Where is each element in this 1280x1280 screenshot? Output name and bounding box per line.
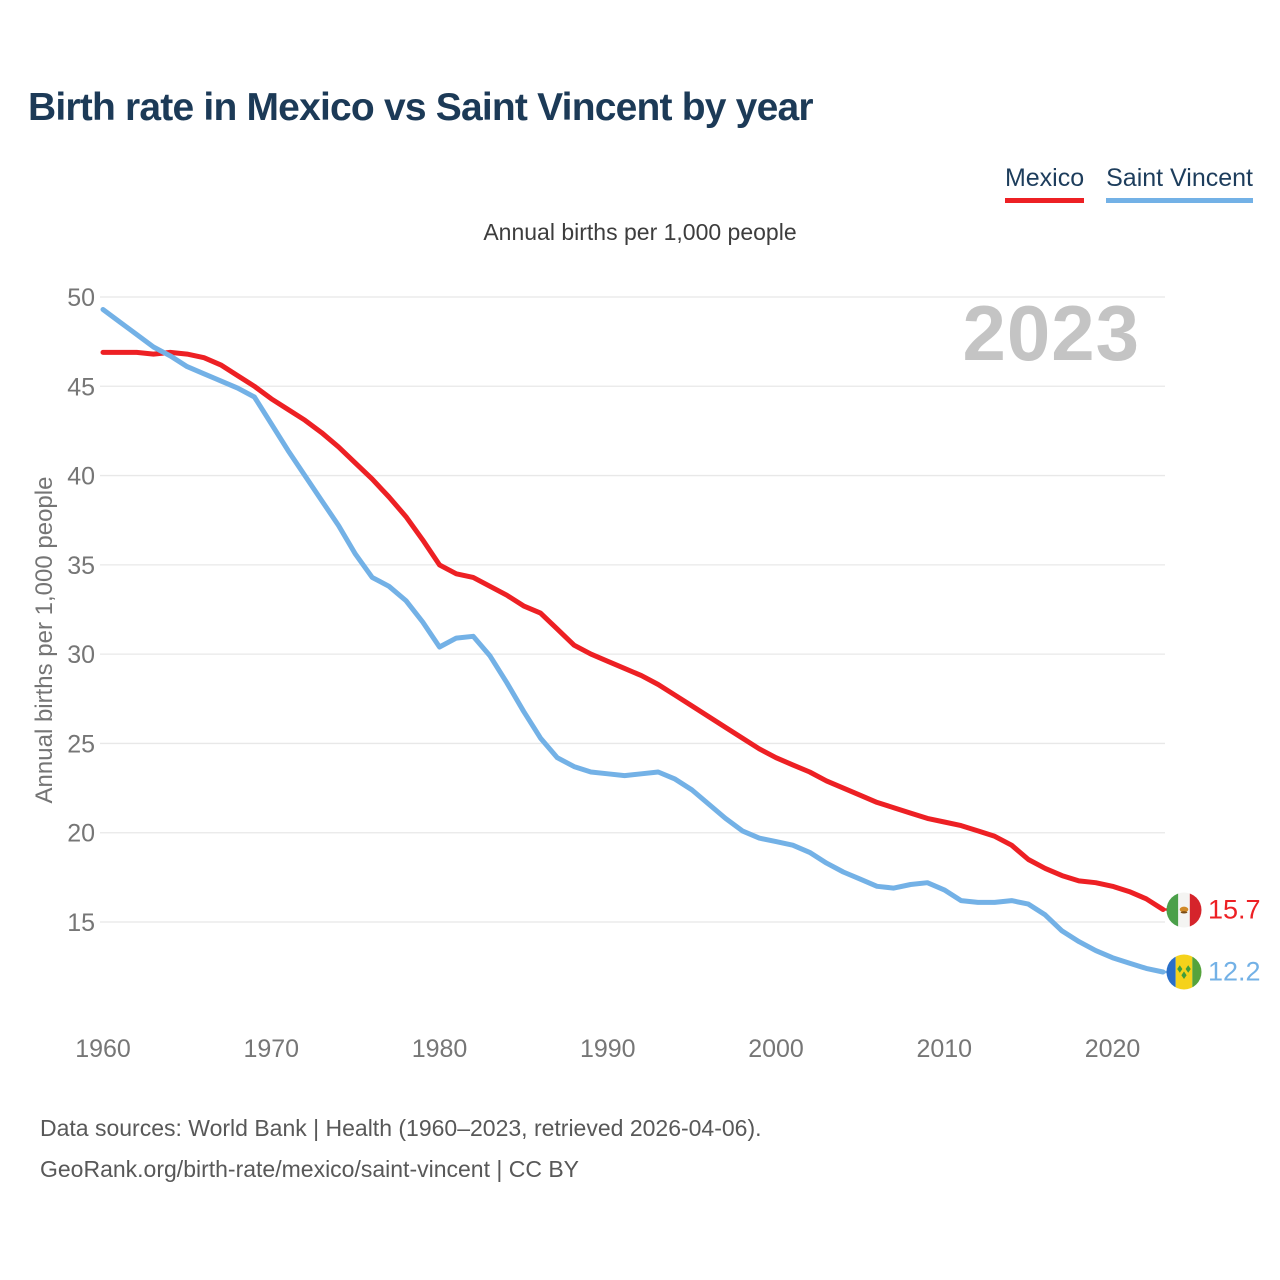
legend-item-saint-vincent[interactable]: Saint Vincent <box>1106 164 1253 203</box>
legend-label-saint-vincent: Saint Vincent <box>1106 164 1253 203</box>
x-tick-label: 2020 <box>1085 1035 1141 1063</box>
y-tick-label: 20 <box>67 820 95 848</box>
y-tick-label: 50 <box>67 284 95 312</box>
footer-attribution: GeoRank.org/birth-rate/mexico/saint-vinc… <box>40 1156 580 1182</box>
y-tick-label: 40 <box>67 463 95 491</box>
saint-vincent-flag-icon <box>1166 954 1202 990</box>
series-line-saint-vincent <box>100 307 1166 975</box>
y-axis-title: Annual births per 1,000 people <box>31 476 58 804</box>
y-tick-label: 45 <box>67 373 95 401</box>
y-tick-label: 25 <box>67 730 95 758</box>
footer: Data sources: World Bank | Health (1960–… <box>40 1108 762 1190</box>
mexico-end-value: 15.7 <box>1208 894 1261 924</box>
saint-vincent-end-value: 12.2 <box>1208 956 1261 987</box>
footer-sources: Data sources: World Bank | Health (1960–… <box>40 1115 762 1141</box>
legend-item-mexico[interactable]: Mexico <box>1004 164 1085 203</box>
chart-subtitle: Annual births per 1,000 people <box>483 219 797 245</box>
x-tick-label: 1980 <box>412 1035 468 1063</box>
y-tick-label: 15 <box>67 909 95 937</box>
page-title: Birth rate in Mexico vs Saint Vincent by… <box>28 86 814 129</box>
x-tick-label: 2010 <box>916 1035 972 1063</box>
legend-label-mexico: Mexico <box>1004 164 1085 203</box>
series-line-mexico <box>100 349 1166 912</box>
year-watermark: 2023 <box>962 289 1140 377</box>
y-tick-label: 35 <box>67 552 95 580</box>
y-tick-label: 30 <box>67 641 95 669</box>
mexico-flag-icon <box>1166 892 1202 928</box>
x-tick-label: 1990 <box>580 1035 636 1063</box>
x-tick-label: 2000 <box>748 1035 804 1063</box>
legend: Mexico Saint Vincent <box>1004 164 1253 203</box>
x-tick-label: 1970 <box>243 1035 299 1063</box>
x-tick-label: 1960 <box>75 1035 131 1063</box>
